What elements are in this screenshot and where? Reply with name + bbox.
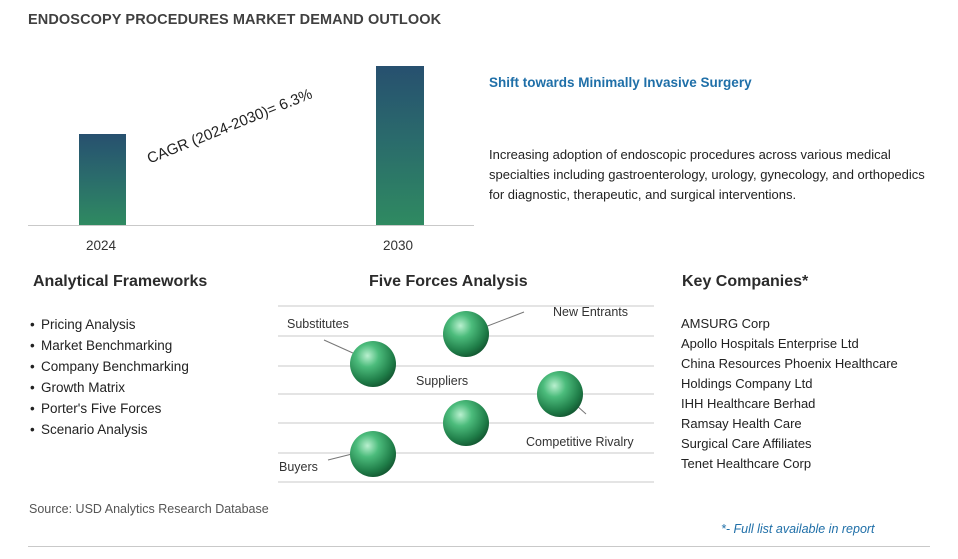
list-item: China Resources Phoenix Healthcare <box>681 356 898 371</box>
cagr-annotation: CAGR (2024-2030)= 6.3% <box>144 85 315 168</box>
suppliers-sphere <box>443 400 489 446</box>
highlight-description: Increasing adoption of endoscopic proced… <box>489 147 925 202</box>
list-item: • Company Benchmarking <box>30 359 189 374</box>
list-item: • Growth Matrix <box>30 380 126 395</box>
footnote: *- Full list available in report <box>721 522 875 536</box>
page-title: ENDOSCOPY PROCEDURES MARKET DEMAND OUTLO… <box>28 12 442 28</box>
x-tick-2024: 2024 <box>86 238 117 253</box>
list-item: AMSURG Corp <box>681 316 770 331</box>
list-item: • Scenario Analysis <box>30 422 148 437</box>
five-forces-heading: Five Forces Analysis <box>369 273 528 290</box>
list-item: IHH Healthcare Berhad <box>681 396 816 411</box>
bar-2024 <box>79 134 126 225</box>
force-label-substitutes: Substitutes <box>287 317 349 331</box>
list-item: Ramsay Health Care <box>681 416 802 431</box>
frameworks-list: • Pricing Analysis • Market Benchmarking •… <box>30 314 189 440</box>
five-forces-diagram <box>278 305 654 483</box>
x-tick-2030: 2030 <box>383 238 414 253</box>
list-item: Apollo Hospitals Enterprise Ltd <box>681 336 859 351</box>
rivalry-sphere <box>537 371 583 417</box>
list-item: • Pricing Analysis <box>30 317 136 332</box>
list-item: Tenet Healthcare Corp <box>681 456 812 471</box>
list-item: • Porter's Five Forces <box>30 401 162 416</box>
list-item: • Market Benchmarking <box>30 338 173 353</box>
substitutes-sphere <box>350 341 396 387</box>
buyers-sphere <box>350 431 396 477</box>
frameworks-heading: Analytical Frameworks <box>33 273 208 290</box>
footer-divider <box>28 546 930 547</box>
companies-list: AMSURG Corp Apollo Hospitals Enterprise … <box>681 314 898 474</box>
chart-baseline <box>28 225 474 226</box>
force-label-buyers: Buyers <box>279 460 318 474</box>
list-item: Holdings Company Ltd <box>681 376 813 391</box>
force-label-new-entrants: New Entrants <box>553 305 629 319</box>
bar-2030 <box>376 66 424 225</box>
force-label-competitive-rivalry: Competitive Rivalry <box>526 435 634 449</box>
source-note: Source: USD Analytics Research Database <box>29 502 269 516</box>
force-label-suppliers: Suppliers <box>416 374 469 388</box>
highlight-title: Shift towards Minimally Invasive Surgery <box>489 75 752 90</box>
new-entrants-sphere <box>443 311 489 357</box>
companies-heading: Key Companies* <box>682 273 809 290</box>
list-item: Surgical Care Affiliates <box>681 436 812 451</box>
